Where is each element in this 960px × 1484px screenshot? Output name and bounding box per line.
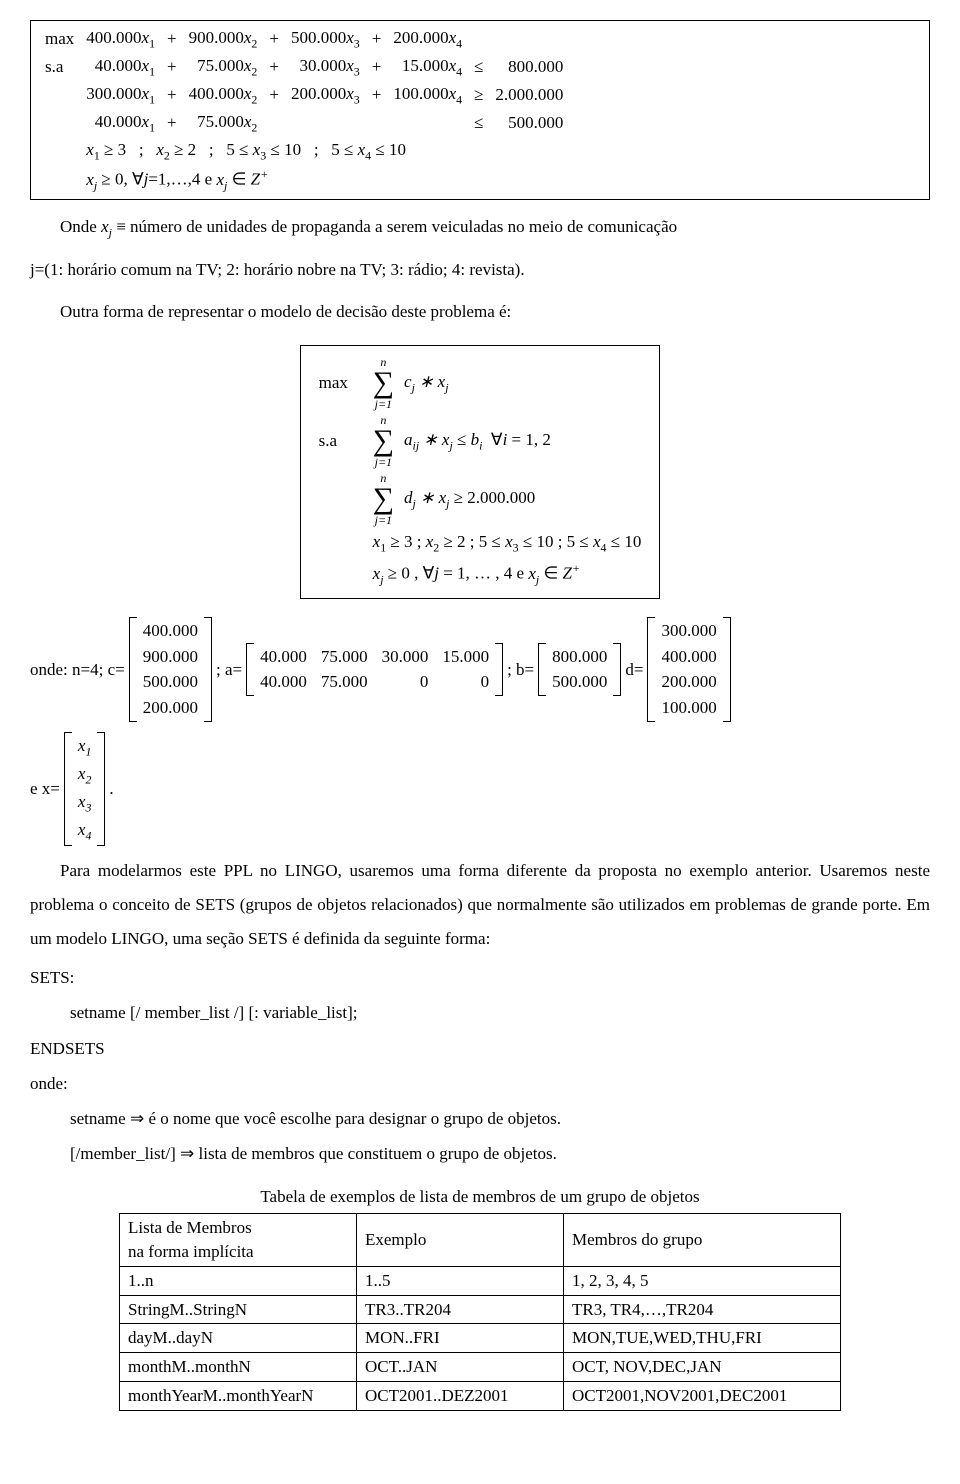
table-header-row: Lista de Membrosna forma implícita Exemp… — [120, 1214, 841, 1267]
bounds-row: x1 ≥ 3 ; x2 ≥ 2 ; 5 ≤ x3 ≤ 10 ; 5 ≤ x4 ≤… — [39, 137, 569, 165]
matrix-a: 40.00075.00030.00015.000 40.00075.00000 — [246, 643, 503, 697]
matrix-d: 300.000 400.000 200.000 100.000 — [647, 617, 730, 722]
row-label: s.a — [39, 53, 80, 81]
sigma-icon: n ∑ j=1 — [373, 356, 394, 410]
sigma-icon: n ∑ j=1 — [373, 472, 394, 526]
table-row: dayM..dayNMON..FRIMON,TUE,WED,THU,FRI — [120, 1324, 841, 1353]
table-row: 40.000x1+ 75.000x2 ≤ 500.000 — [39, 109, 569, 137]
matrix-c: 400.000 900.000 500.000 200.000 — [129, 617, 212, 722]
matrices-line: onde: n=4; c= 400.000 900.000 500.000 20… — [30, 617, 930, 722]
matrix-prefix: onde: n=4; c= — [30, 658, 125, 682]
table-row: monthM..monthNOCT..JANOCT, NOV,DEC,JAN — [120, 1353, 841, 1382]
table-row: StringM..StringNTR3..TR204TR3, TR4,…,TR2… — [120, 1295, 841, 1324]
model2-box: max n ∑ j=1 cj ∗ xj s.a n ∑ j=1 aij ∗ xj… — [300, 345, 661, 599]
sets-label: SETS: — [30, 964, 930, 991]
table-row: monthYearM..monthYearNOCT2001..DEZ2001OC… — [120, 1381, 841, 1410]
max-label: max — [319, 371, 363, 395]
lp-model-box: max 400.000x1+ 900.000x2+ 500.000x3+ 200… — [30, 20, 930, 200]
table-row: s.a 40.000x1+ 75.000x2+ 30.000x3+ 15.000… — [39, 53, 569, 81]
body-paragraph: Para modelarmos este PPL no LINGO, usare… — [30, 854, 930, 956]
matrix-x-line: e x= x1 x2 x3 x4 . — [30, 732, 930, 846]
def-setname: setname ⇒ é o nome que você escolhe para… — [30, 1105, 930, 1132]
endsets-label: ENDSETS — [30, 1035, 930, 1062]
set-syntax: setname [/ member_list /] [: variable_li… — [30, 999, 930, 1026]
outra-forma: Outra forma de representar o modelo de d… — [30, 295, 930, 329]
def-memberlist: [/member_list/] ⇒ lista de membros que c… — [30, 1140, 930, 1167]
sa-label: s.a — [319, 429, 363, 453]
lp-table: max 400.000x1+ 900.000x2+ 500.000x3+ 200… — [39, 25, 569, 195]
table-row: max 400.000x1+ 900.000x2+ 500.000x3+ 200… — [39, 25, 569, 53]
nonneg-row: xj ≥ 0, ∀j=1,…,4 e xj ∈ Z+ — [39, 165, 569, 195]
sigma-icon: n ∑ j=1 — [373, 414, 394, 468]
table-caption: Tabela de exemplos de lista de membros d… — [30, 1185, 930, 1209]
onde-paragraph: Onde xj ≡ número de unidades de propagan… — [30, 210, 930, 245]
matrix-b: 800.000 500.000 — [538, 643, 621, 697]
matrix-x: x1 x2 x3 x4 — [64, 732, 106, 846]
table-row: 300.000x1+ 400.000x2+ 200.000x3+ 100.000… — [39, 81, 569, 109]
row-label: max — [39, 25, 80, 53]
onde-line2: j=(1: horário comum na TV; 2: horário no… — [30, 253, 930, 287]
example-table: Lista de Membrosna forma implícita Exemp… — [119, 1213, 841, 1411]
table-row: 1..n1..51, 2, 3, 4, 5 — [120, 1266, 841, 1295]
onde-label: onde: — [30, 1070, 930, 1097]
